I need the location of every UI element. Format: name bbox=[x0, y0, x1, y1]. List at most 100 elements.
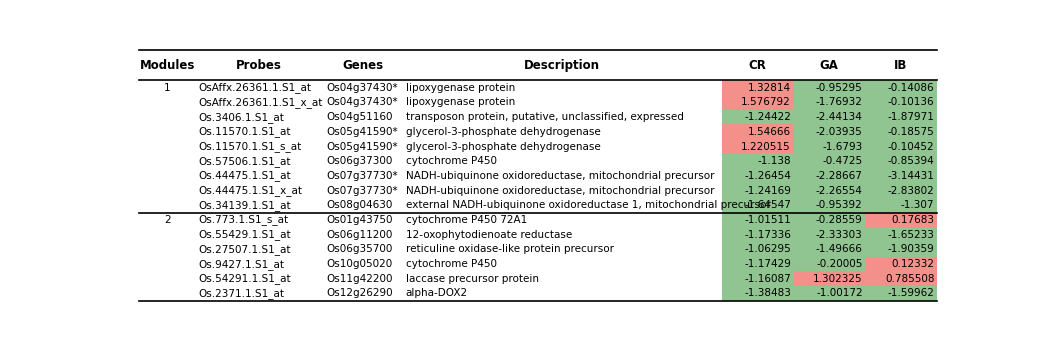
Bar bbox=[721, 227, 794, 242]
Text: Probes: Probes bbox=[236, 59, 282, 71]
Text: -2.33303: -2.33303 bbox=[816, 230, 863, 240]
Bar bbox=[195, 169, 322, 183]
Bar bbox=[402, 286, 721, 301]
Text: 12-oxophytodienoate reductase: 12-oxophytodienoate reductase bbox=[405, 230, 572, 240]
Text: Os08g04630: Os08g04630 bbox=[327, 200, 393, 210]
Bar bbox=[402, 169, 721, 183]
Text: IB: IB bbox=[895, 59, 907, 71]
Bar bbox=[195, 286, 322, 301]
Text: Os05g41590*: Os05g41590* bbox=[327, 127, 398, 137]
Text: -2.03935: -2.03935 bbox=[816, 127, 863, 137]
Text: -0.14086: -0.14086 bbox=[888, 83, 934, 93]
Text: -2.28667: -2.28667 bbox=[816, 171, 863, 181]
Bar bbox=[140, 95, 195, 110]
Bar bbox=[794, 169, 865, 183]
Bar bbox=[140, 81, 195, 95]
Bar bbox=[402, 198, 721, 213]
Bar bbox=[865, 227, 937, 242]
Text: Os.27507.1.S1_at: Os.27507.1.S1_at bbox=[198, 244, 291, 255]
Text: -1.138: -1.138 bbox=[757, 156, 791, 166]
Text: 1.576792: 1.576792 bbox=[741, 98, 791, 108]
Bar bbox=[195, 50, 322, 81]
Bar bbox=[195, 198, 322, 213]
Text: Os.9427.1.S1_at: Os.9427.1.S1_at bbox=[198, 259, 285, 270]
Bar bbox=[865, 95, 937, 110]
Bar bbox=[794, 227, 865, 242]
Bar bbox=[195, 227, 322, 242]
Bar bbox=[195, 139, 322, 154]
Bar bbox=[794, 50, 865, 81]
Text: -1.38483: -1.38483 bbox=[744, 288, 791, 298]
Text: -0.4725: -0.4725 bbox=[822, 156, 863, 166]
Bar bbox=[721, 110, 794, 125]
Text: external NADH-ubiquinone oxidoreductase 1, mitochondrial precursor: external NADH-ubiquinone oxidoreductase … bbox=[405, 200, 771, 210]
Text: Os06g11200: Os06g11200 bbox=[327, 230, 393, 240]
Text: OsAffx.26361.1.S1_x_at: OsAffx.26361.1.S1_x_at bbox=[198, 97, 322, 108]
Bar bbox=[402, 227, 721, 242]
Bar bbox=[402, 81, 721, 95]
Bar bbox=[140, 286, 195, 301]
Text: Os12g26290: Os12g26290 bbox=[327, 288, 393, 298]
Bar bbox=[794, 286, 865, 301]
Text: -1.24169: -1.24169 bbox=[744, 186, 791, 196]
Bar bbox=[794, 154, 865, 169]
Bar bbox=[322, 183, 402, 198]
Text: -0.85394: -0.85394 bbox=[887, 156, 934, 166]
Text: -2.44134: -2.44134 bbox=[816, 112, 863, 122]
Bar bbox=[140, 139, 195, 154]
Bar bbox=[140, 50, 195, 81]
Text: -0.28559: -0.28559 bbox=[816, 215, 863, 225]
Text: Os.773.1.S1_s_at: Os.773.1.S1_s_at bbox=[198, 214, 289, 226]
Bar bbox=[794, 110, 865, 125]
Bar bbox=[865, 183, 937, 198]
Text: 1.302325: 1.302325 bbox=[813, 274, 863, 284]
Bar bbox=[721, 198, 794, 213]
Text: Os07g37730*: Os07g37730* bbox=[327, 186, 398, 196]
Bar bbox=[322, 154, 402, 169]
Text: Os06g35700: Os06g35700 bbox=[327, 244, 393, 254]
Bar bbox=[865, 169, 937, 183]
Text: Os.11570.1.S1_s_at: Os.11570.1.S1_s_at bbox=[198, 141, 301, 152]
Text: -1.17336: -1.17336 bbox=[744, 230, 791, 240]
Bar bbox=[195, 95, 322, 110]
Bar bbox=[195, 125, 322, 139]
Text: lipoxygenase protein: lipoxygenase protein bbox=[405, 83, 516, 93]
Text: -1.64547: -1.64547 bbox=[744, 200, 791, 210]
Bar bbox=[721, 154, 794, 169]
Text: Description: Description bbox=[524, 59, 600, 71]
Bar bbox=[865, 286, 937, 301]
Text: Os10g05020: Os10g05020 bbox=[327, 259, 393, 269]
Bar bbox=[865, 213, 937, 227]
Text: -0.10136: -0.10136 bbox=[888, 98, 934, 108]
Text: cytochrome P450: cytochrome P450 bbox=[405, 259, 497, 269]
Text: -1.17429: -1.17429 bbox=[744, 259, 791, 269]
Bar bbox=[322, 139, 402, 154]
Bar bbox=[140, 242, 195, 257]
Text: Os.54291.1.S1_at: Os.54291.1.S1_at bbox=[198, 273, 291, 284]
Bar bbox=[721, 169, 794, 183]
Bar bbox=[865, 125, 937, 139]
Bar bbox=[140, 154, 195, 169]
Text: OsAffx.26361.1.S1_at: OsAffx.26361.1.S1_at bbox=[198, 82, 312, 93]
Bar bbox=[322, 125, 402, 139]
Text: Os04g37430*: Os04g37430* bbox=[327, 83, 398, 93]
Bar bbox=[865, 139, 937, 154]
Text: lipoxygenase protein: lipoxygenase protein bbox=[405, 98, 516, 108]
Text: -1.00172: -1.00172 bbox=[816, 288, 863, 298]
Bar bbox=[402, 50, 721, 81]
Text: Os.2371.1.S1_at: Os.2371.1.S1_at bbox=[198, 288, 285, 299]
Bar bbox=[322, 198, 402, 213]
Bar bbox=[794, 213, 865, 227]
Text: -1.06295: -1.06295 bbox=[744, 244, 791, 254]
Bar bbox=[402, 110, 721, 125]
Bar bbox=[195, 183, 322, 198]
Text: transposon protein, putative, unclassified, expressed: transposon protein, putative, unclassifi… bbox=[405, 112, 684, 122]
Text: 0.17683: 0.17683 bbox=[891, 215, 934, 225]
Bar bbox=[865, 257, 937, 271]
Text: 2: 2 bbox=[164, 215, 170, 225]
Bar bbox=[721, 139, 794, 154]
Text: 1: 1 bbox=[164, 83, 170, 93]
Bar bbox=[721, 81, 794, 95]
Bar bbox=[322, 227, 402, 242]
Bar bbox=[140, 271, 195, 286]
